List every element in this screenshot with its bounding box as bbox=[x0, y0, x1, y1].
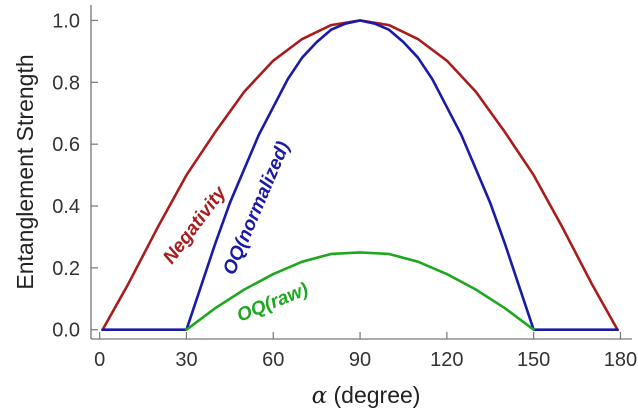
y-tick-label: 0.0 bbox=[52, 320, 80, 342]
x-tick-label: 60 bbox=[262, 349, 284, 371]
y-tick-label: 0.6 bbox=[52, 134, 80, 156]
x-tick-label: 0 bbox=[94, 349, 105, 371]
y-tick-label: 0.2 bbox=[52, 258, 80, 280]
series-label-oq-raw: OQ(raw) bbox=[234, 279, 311, 327]
x-tick-label: 150 bbox=[517, 349, 550, 371]
y-tick-label: 1.0 bbox=[52, 10, 80, 32]
series-labels: Negativity OQ(normalized) OQ(raw) bbox=[159, 139, 311, 327]
x-tick-label: 90 bbox=[349, 349, 371, 371]
x-axis-symbol: α bbox=[312, 383, 328, 409]
series-line-oq-normalized bbox=[101, 19, 619, 332]
x-axis-title: α (degree) bbox=[312, 382, 421, 409]
x-axis-unit: (degree) bbox=[327, 382, 420, 408]
x-ticks: 0 30 60 90 120 150 180 bbox=[94, 332, 637, 371]
x-tick-label: 30 bbox=[175, 349, 197, 371]
y-tick-label: 0.8 bbox=[52, 72, 80, 94]
x-tick-label: 180 bbox=[604, 349, 637, 371]
series-line-negativity bbox=[101, 19, 619, 332]
y-axis-title: Entanglement Strength bbox=[12, 54, 38, 289]
axes bbox=[90, 5, 632, 340]
y-tick-label: 0.4 bbox=[52, 196, 80, 218]
x-tick-label: 120 bbox=[430, 349, 463, 371]
series-line-oq-raw bbox=[185, 251, 535, 332]
series-label-oq-normalized: OQ(normalized) bbox=[219, 139, 294, 278]
y-ticks: 0.0 0.2 0.4 0.6 0.8 1.0 bbox=[52, 10, 98, 342]
series-layer bbox=[101, 19, 619, 332]
